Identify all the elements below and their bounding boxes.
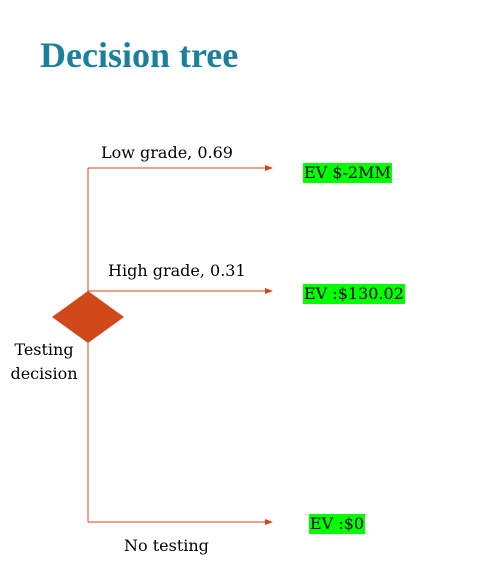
- outcome-low-grade: EV $-2MM: [303, 163, 392, 183]
- branch-label-high-grade: High grade, 0.31: [108, 261, 246, 280]
- decision-node-label-line2: decision: [10, 364, 78, 383]
- outcome-high-grade: EV :$130.02: [303, 284, 405, 304]
- decision-node-diamond: [52, 291, 124, 343]
- decision-node-label-line1: Testing: [14, 340, 74, 359]
- branch-label-low-grade: Low grade, 0.69: [101, 143, 233, 162]
- page-title: Decision tree: [40, 35, 239, 75]
- branch-label-no-testing: No testing: [124, 536, 209, 555]
- outcome-no-testing: EV :$0: [309, 514, 366, 534]
- decision-node-label: Testing decision: [2, 338, 86, 386]
